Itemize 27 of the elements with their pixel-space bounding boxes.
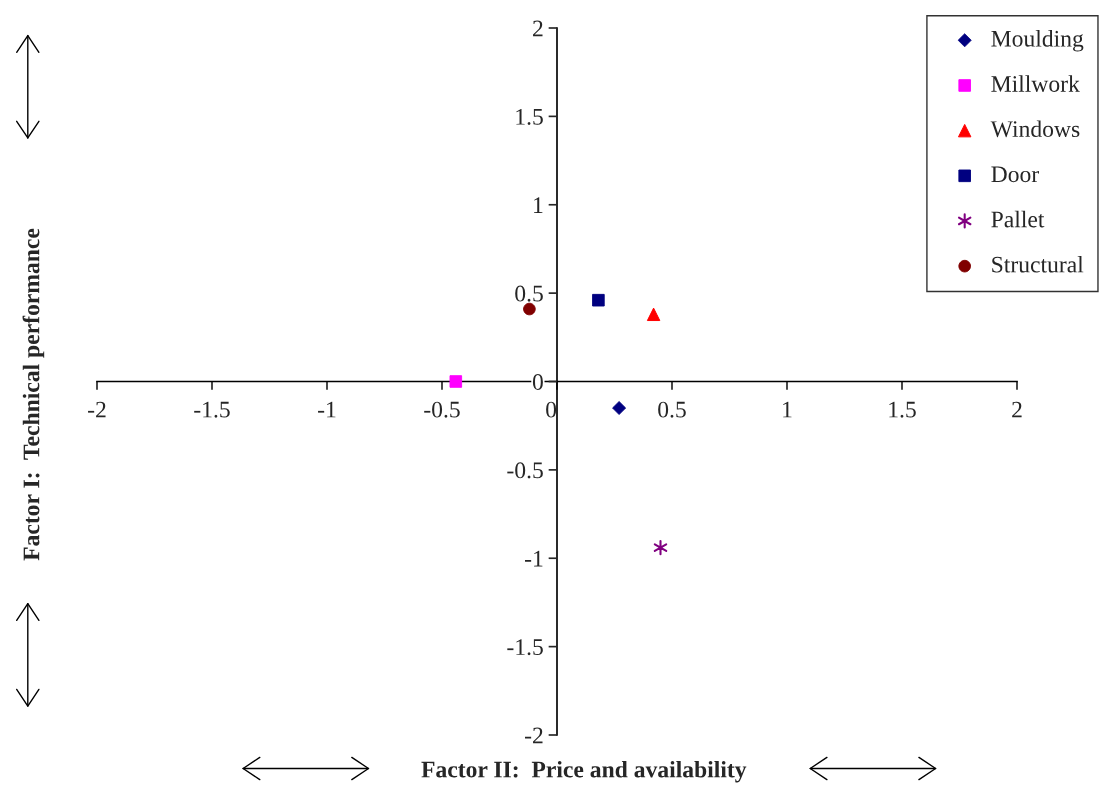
y-tick-label: -2 xyxy=(525,727,543,744)
y-tick-label: 1.5 xyxy=(516,108,543,125)
x-axis-title: Factor II: Price and availability xyxy=(421,760,747,783)
x-tick-label: 2 xyxy=(1012,401,1022,418)
x-tick-label: 1.5 xyxy=(889,401,916,418)
legend-label: Millwork xyxy=(991,75,1080,92)
x-tick-label: -1.5 xyxy=(194,401,230,418)
legend-label: Door xyxy=(991,166,1039,183)
legend-label: Windows xyxy=(990,120,1080,138)
x-tick-label: 1 xyxy=(783,401,792,418)
y-tick-label: 2 xyxy=(533,20,543,37)
legend-label: Pallet xyxy=(991,210,1045,228)
y-tick-label: -0.5 xyxy=(507,462,543,479)
x-tick-label: -2 xyxy=(88,401,106,418)
y-tick-label: -1.5 xyxy=(507,639,543,656)
y-tick-label: 0 xyxy=(532,373,543,390)
x-tick-label: -0.5 xyxy=(424,401,460,418)
x-tick-label: -1 xyxy=(318,401,336,418)
x-tick-label: 0.5 xyxy=(658,401,686,418)
y-axis-title: Factor I: Technical performance xyxy=(22,228,45,561)
x-tick-label: 0 xyxy=(546,401,557,418)
point xyxy=(653,540,668,556)
y-tick-label: -1 xyxy=(525,550,543,567)
y-tick-label: 0.5 xyxy=(515,285,543,302)
legend-label: Structural xyxy=(992,255,1084,273)
legend-label: Moulding xyxy=(991,30,1084,52)
y-tick-label: 1 xyxy=(534,197,543,213)
